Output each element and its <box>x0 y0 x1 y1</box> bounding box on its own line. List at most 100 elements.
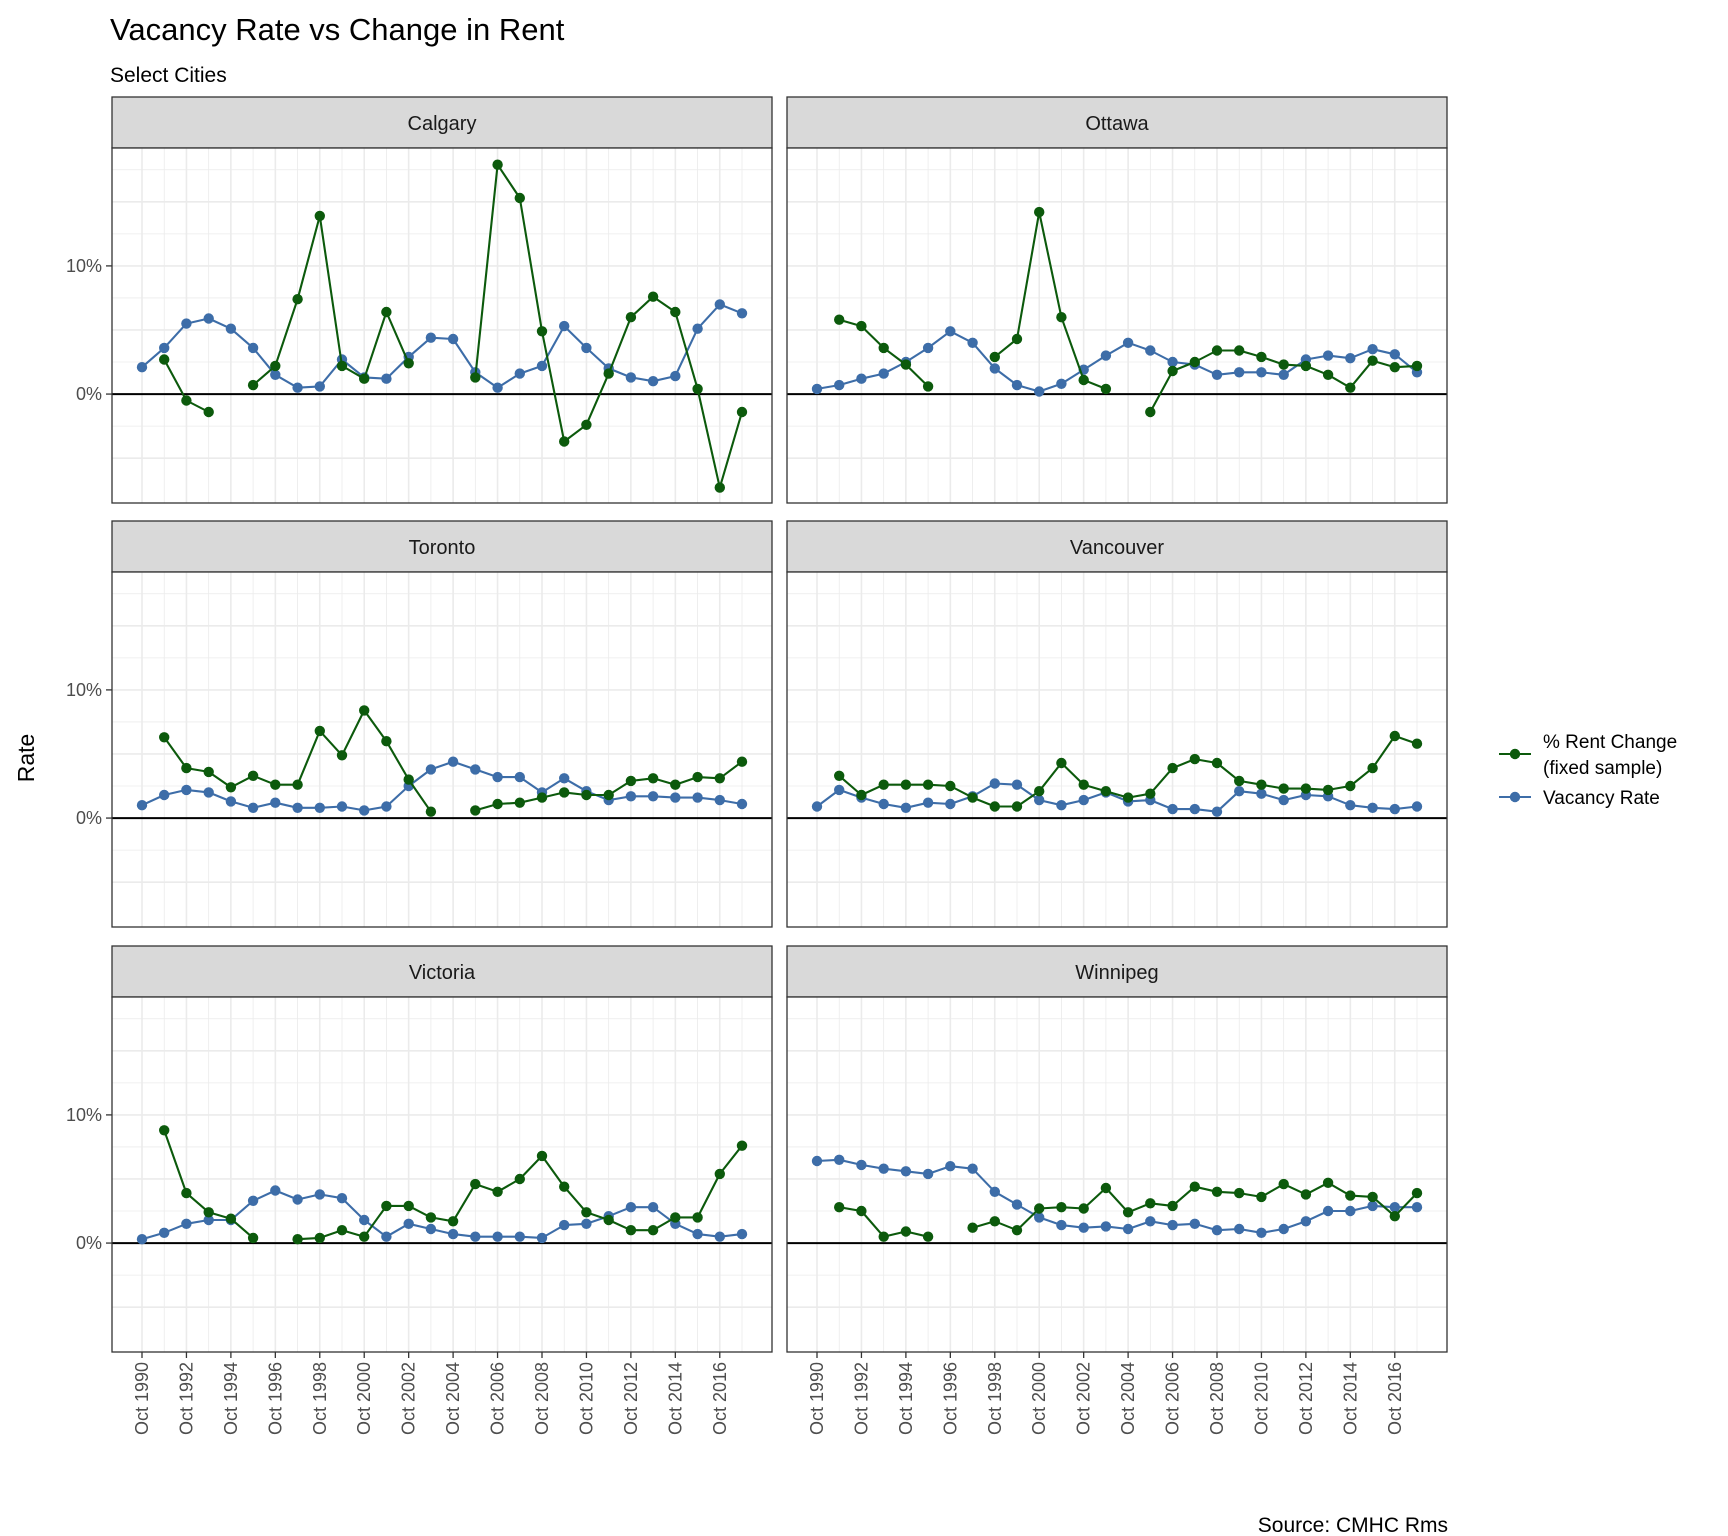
data-point-vacancy <box>1189 803 1201 815</box>
data-point-rent <box>1234 775 1245 787</box>
data-point-rent <box>1234 1187 1245 1199</box>
data-point-vacancy <box>1211 806 1223 817</box>
panel-background <box>112 997 772 1352</box>
data-point-vacancy <box>425 764 437 775</box>
data-point-vacancy <box>336 1193 348 1204</box>
data-point-rent <box>1278 783 1289 794</box>
data-point-vacancy <box>1211 369 1223 380</box>
data-point-vacancy <box>1389 803 1401 815</box>
data-point-rent <box>292 779 303 790</box>
data-point-rent <box>492 798 503 810</box>
data-point-vacancy <box>714 299 725 310</box>
data-point-vacancy <box>514 368 525 379</box>
data-point-vacancy <box>314 381 325 392</box>
data-point-rent <box>945 780 956 792</box>
data-point-vacancy <box>811 383 823 395</box>
x-tick-label: Oct 2016 <box>1385 1362 1405 1435</box>
data-point-vacancy <box>136 362 148 373</box>
data-point-rent <box>900 1226 912 1237</box>
data-point-rent <box>159 732 170 743</box>
data-point-vacancy <box>736 798 748 810</box>
data-point-vacancy <box>834 1154 845 1166</box>
data-point-vacancy <box>900 802 912 813</box>
data-point-rent <box>181 395 192 406</box>
data-point-rent <box>736 756 748 767</box>
data-point-rent <box>1256 351 1267 363</box>
panel-border <box>111 996 773 1353</box>
data-point-rent <box>834 1202 845 1213</box>
y-tick-label: 0% <box>76 808 102 828</box>
data-point-rent <box>1145 406 1156 418</box>
legend-label: % Rent Change <box>1543 732 1677 753</box>
data-point-vacancy <box>181 1218 192 1230</box>
y-axis-label: Rate <box>13 734 39 783</box>
data-point-vacancy <box>270 1185 281 1196</box>
data-point-vacancy <box>181 318 192 329</box>
data-point-rent <box>247 1232 259 1244</box>
data-point-vacancy <box>1300 1216 1312 1227</box>
data-point-rent <box>1411 1187 1423 1199</box>
data-point-vacancy <box>514 771 525 783</box>
data-point-vacancy <box>1011 379 1023 391</box>
panel-border <box>111 571 773 928</box>
gridlines <box>112 997 772 1352</box>
data-point-rent <box>625 775 637 787</box>
strip-label: Victoria <box>409 962 476 984</box>
data-point-vacancy <box>736 308 748 319</box>
data-point-rent <box>834 770 845 781</box>
data-point-rent <box>381 1200 392 1212</box>
data-point-vacancy <box>381 801 392 812</box>
data-point-vacancy <box>1389 349 1401 360</box>
data-point-rent <box>270 779 281 790</box>
data-point-rent <box>1345 382 1356 393</box>
strip-background <box>111 945 773 998</box>
series-line-vacancy <box>816 330 1418 393</box>
data-point-rent <box>736 406 748 418</box>
data-point-vacancy <box>692 1228 703 1240</box>
data-point-vacancy <box>1256 788 1267 799</box>
data-point-vacancy <box>536 1232 548 1244</box>
data-point-rent <box>314 725 325 737</box>
data-point-vacancy <box>247 342 259 354</box>
gridlines <box>787 148 1447 503</box>
data-point-vacancy <box>834 784 845 796</box>
data-point-vacancy <box>336 801 348 812</box>
data-point-rent <box>514 1173 525 1185</box>
legend-key-point <box>1509 791 1521 803</box>
y-tick-label: 10% <box>66 256 102 276</box>
panel-border <box>111 147 773 504</box>
data-point-rent <box>670 1212 681 1223</box>
data-point-vacancy <box>1034 1212 1045 1223</box>
data-point-vacancy <box>1322 1205 1334 1217</box>
data-point-vacancy <box>922 1168 934 1180</box>
data-point-vacancy <box>492 382 503 393</box>
data-point-vacancy <box>159 342 170 354</box>
panel-background <box>787 572 1447 927</box>
y-tick-label: 10% <box>66 1105 102 1125</box>
series-line-vacancy <box>816 1158 1417 1234</box>
data-point-rent <box>1122 792 1134 803</box>
series-rent <box>159 159 748 493</box>
data-point-rent <box>514 797 525 808</box>
x-tick-label: Oct 2010 <box>576 1362 596 1435</box>
panel-toronto: Toronto 0% 10% <box>66 520 773 928</box>
data-point-rent <box>878 342 889 354</box>
data-point-vacancy <box>1234 1223 1245 1235</box>
data-point-vacancy <box>714 794 725 806</box>
x-tick-label: Oct 1992 <box>851 1362 871 1435</box>
data-point-vacancy <box>1167 803 1178 815</box>
data-point-vacancy <box>1367 802 1378 813</box>
data-point-rent <box>1367 762 1378 774</box>
data-point-vacancy <box>900 1166 912 1177</box>
strip-label: Toronto <box>409 537 476 559</box>
data-point-rent <box>159 1125 170 1136</box>
data-point-rent <box>900 359 912 370</box>
data-point-vacancy <box>381 1231 392 1242</box>
data-point-vacancy <box>292 382 303 393</box>
data-point-vacancy <box>559 1219 570 1231</box>
x-tick-label: Oct 1998 <box>310 1362 330 1435</box>
strip-background <box>111 96 773 149</box>
data-point-rent <box>359 373 370 384</box>
series-line-vacancy <box>816 782 1418 813</box>
